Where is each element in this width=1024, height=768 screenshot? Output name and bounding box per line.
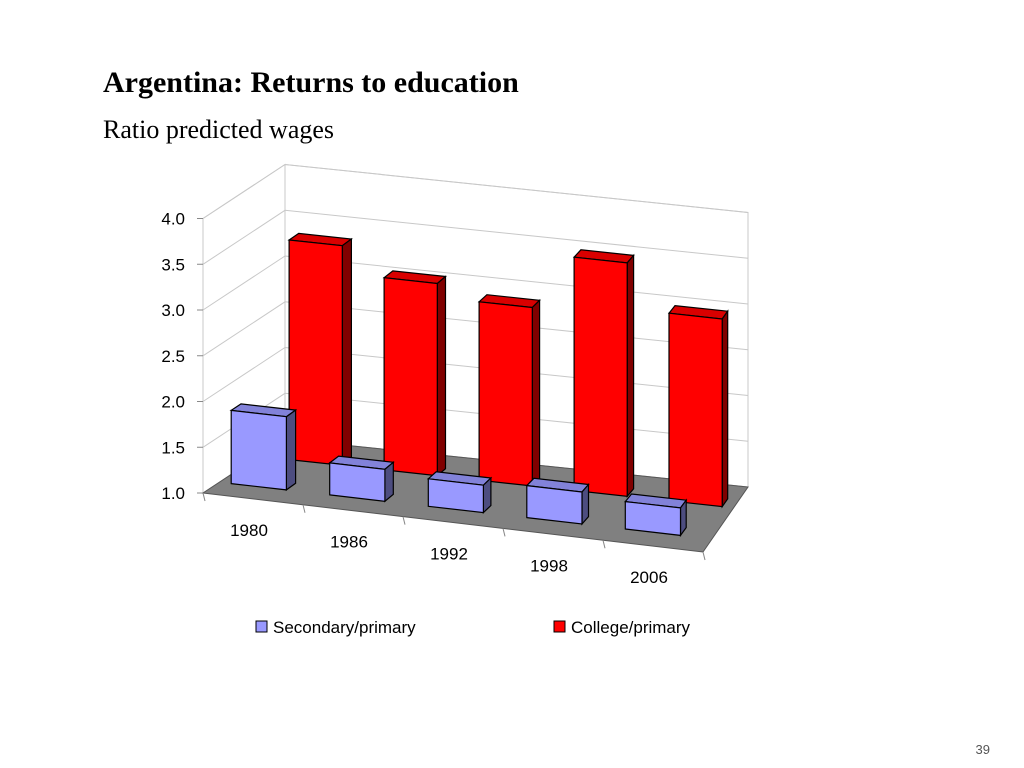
y-tick-label: 1.0 [161,484,185,503]
bar-college-primary-1986-side [436,275,447,478]
y-tick-label: 2.0 [161,393,185,412]
x-tick-mark [202,492,206,502]
bar-college-primary-1992-front [478,301,533,487]
page-number: 39 [975,742,990,757]
bar-secondary-primary-1986-front [329,462,386,502]
legend-label: Secondary/primary [273,618,416,637]
bar-college-primary-1998-front [573,256,628,497]
bar-secondary-primary-2006 [624,493,688,538]
bar-college-primary-2006-front [668,312,723,508]
bar-secondary-primary-2006-front [624,500,682,537]
slide-title: Argentina: Returns to education [103,66,519,99]
legend-swatch [553,620,566,633]
bar-college-primary-1998 [572,249,635,498]
bar-secondary-primary-1986-side [384,461,394,503]
y-axis-tick-labels: 1.0 1.5 2.0 2.5 3.0 3.5 4.0 [161,210,185,504]
bar-secondary-primary-1980 [229,403,298,492]
bar-secondary-primary-1998-side [581,482,590,526]
bar-secondary-primary-1992-front [427,478,484,514]
bar-college-primary-2006 [667,304,729,509]
bar-secondary-primary-1980-side [285,408,297,492]
bar-secondary-primary-1992 [426,471,493,514]
x-tick-label: 1998 [530,556,568,575]
slide-subtitle: Ratio predicted wages [103,115,335,144]
x-axis-tick-labels: 1980 1986 1992 1998 2006 [202,492,706,587]
bar-college-primary-1980 [287,232,354,467]
bar-secondary-primary-1980-front [230,409,287,491]
y-tick-label: 4.0 [161,210,185,229]
bar-secondary-primary-1998 [525,477,590,526]
y-tick-label: 3.5 [161,255,185,274]
bar-college-primary-1980-front [288,239,343,466]
x-tick-mark [702,551,706,561]
x-tick-mark [402,516,406,525]
x-tick-label: 1980 [230,521,268,540]
bar-college-primary-1986-front [383,277,438,477]
bar-secondary-primary-1998-front [526,484,583,525]
gridline [202,209,749,265]
legend-swatch [255,620,268,633]
y-tick-label: 2.5 [161,347,185,366]
bar-secondary-primary-1986 [328,455,395,503]
x-tick-label: 2006 [630,568,668,587]
bar-college-primary-1992-side [531,298,541,488]
y-tick-label: 1.5 [161,438,185,457]
bar-college-primary-2006-side [721,309,729,509]
x-tick-label: 1986 [330,533,368,552]
y-tick-label: 3.0 [161,301,185,320]
bar-college-primary-1998-side [626,253,635,498]
chart-legend: Secondary/primary College/primary [255,618,691,637]
x-tick-mark [502,528,506,537]
x-tick-label: 1992 [430,545,468,564]
x-tick-mark [302,504,306,513]
bar-college-primary-1992 [477,294,541,488]
bar-college-primary-1980-side [341,237,352,467]
gridline [202,163,749,219]
chart-bars [229,232,729,538]
x-tick-mark [602,540,606,549]
bar-college-primary-1986 [382,270,447,478]
legend-label: College/primary [571,618,691,637]
